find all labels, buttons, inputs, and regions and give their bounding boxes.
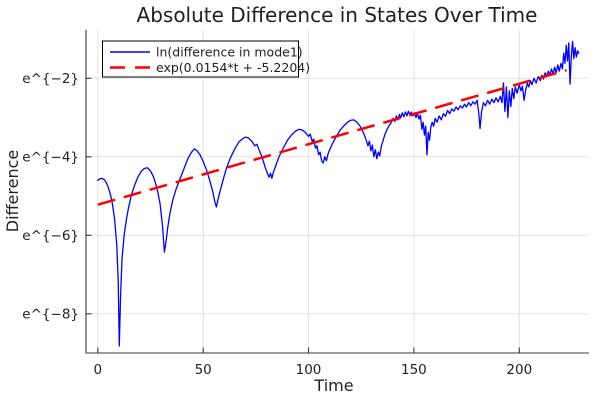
data-series (97, 40, 580, 347)
legend-box (102, 40, 299, 78)
series-fit-line (97, 68, 568, 206)
legend-label-difference: ln(difference in mode1) (156, 45, 303, 60)
gridlines (86, 30, 589, 353)
y-tick-label: e^{−4} (22, 149, 79, 165)
y-tick-label: e^{−8} (22, 306, 79, 322)
chart-title: Absolute Difference in States Over Time (137, 3, 538, 27)
x-tick-label: 150 (401, 362, 427, 378)
axes (85, 30, 589, 354)
x-tick-label: 100 (296, 362, 322, 378)
x-tick-label: 0 (94, 362, 103, 378)
y-tick-label: e^{−6} (22, 228, 79, 244)
tick-marks (86, 77, 520, 353)
legend-label-fit: exp(0.0154*t + -5.2204) (156, 60, 310, 75)
x-tick-label: 50 (195, 362, 212, 378)
series-difference-line (97, 40, 580, 347)
legend: ln(difference in mode1) exp(0.0154*t + -… (102, 40, 310, 78)
tick-labels: 0 50 100 150 200 e^{−2} e^{−4} e^{−6} e^{−8} (22, 71, 532, 378)
x-axis-label: Time (313, 376, 353, 395)
y-tick-label: e^{−2} (22, 71, 79, 87)
x-tick-label: 200 (506, 362, 532, 378)
y-axis-label: Difference (3, 150, 22, 232)
